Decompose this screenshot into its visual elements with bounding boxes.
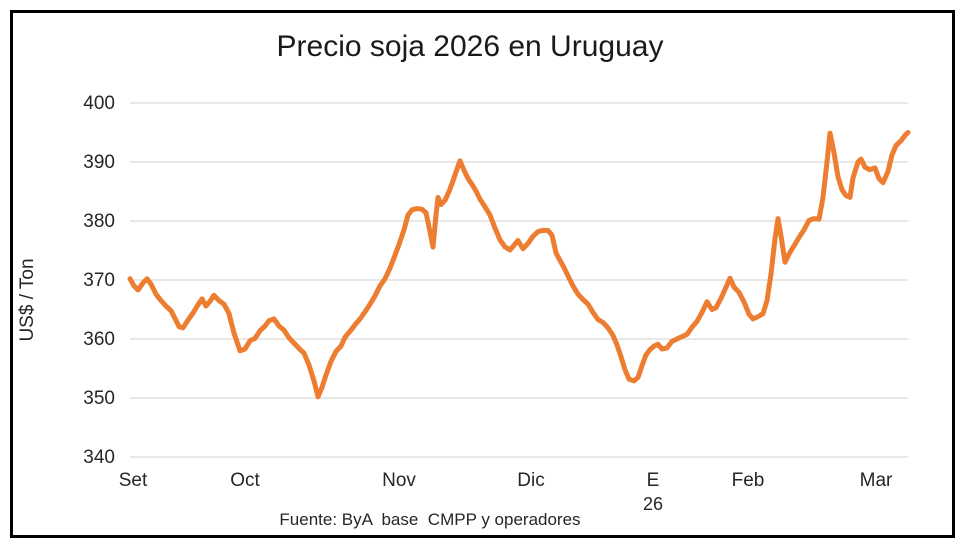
x-tick-month: Dic xyxy=(517,470,545,491)
y-tick-label-350: 350 xyxy=(83,388,115,409)
x-tick-month: Set xyxy=(118,470,148,491)
x-tick-month: Nov xyxy=(382,470,416,491)
x-tick-year: 26 xyxy=(642,494,664,514)
x-tick-label-Dic: Dic xyxy=(491,470,571,492)
price-line xyxy=(127,130,911,400)
x-tick-label-Set: Set xyxy=(93,470,173,492)
x-tick-month: E xyxy=(646,470,660,491)
price-line-group xyxy=(127,130,911,400)
x-tick-month: Oct xyxy=(230,470,260,491)
x-tick-label-Feb: Feb xyxy=(708,470,788,492)
y-tick-label-370: 370 xyxy=(83,270,115,291)
y-tick-label-390: 390 xyxy=(83,152,115,173)
source-note: Fuente: ByA base CMPP y operadores xyxy=(279,510,581,529)
y-tick-label-360: 360 xyxy=(83,329,115,350)
chart-border xyxy=(10,10,955,538)
x-tick-label-Nov: Nov xyxy=(359,470,439,492)
chart-title: Precio soja 2026 en Uruguay xyxy=(276,30,664,63)
x-tick-label-Mar: Mar xyxy=(836,470,916,492)
x-tick-month: Mar xyxy=(859,470,893,491)
y-tick-label-400: 400 xyxy=(83,93,115,114)
y-tick-label-340: 340 xyxy=(83,447,115,468)
x-tick-label-Oct: Oct xyxy=(205,470,285,492)
x-tick-month: Feb xyxy=(731,470,765,491)
x-tick-label-E: E 26 xyxy=(613,470,693,516)
y-tick-label-380: 380 xyxy=(83,211,115,232)
gridlines xyxy=(130,102,908,458)
